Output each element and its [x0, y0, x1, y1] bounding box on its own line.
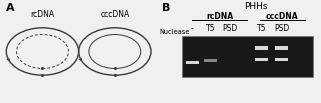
Text: cccDNA: cccDNA: [265, 12, 298, 21]
Bar: [255, 58, 268, 61]
Text: T5: T5: [206, 24, 215, 33]
Bar: [186, 61, 199, 64]
Text: rcDNA: rcDNA: [206, 12, 233, 21]
Text: rcDNA: rcDNA: [30, 10, 55, 19]
Bar: [255, 46, 268, 50]
Bar: [204, 59, 217, 62]
Text: PSD: PSD: [222, 24, 238, 33]
Text: cccDNA: cccDNA: [100, 10, 129, 19]
Bar: [275, 46, 288, 50]
Text: T5: T5: [256, 24, 266, 33]
Text: B: B: [162, 3, 170, 13]
Text: -: -: [191, 24, 194, 33]
Text: Nuclease: Nuclease: [159, 29, 189, 35]
Bar: [275, 58, 288, 61]
Text: A: A: [6, 3, 15, 13]
Text: PHHs: PHHs: [244, 2, 267, 11]
Text: PSD: PSD: [274, 24, 289, 33]
Bar: [182, 36, 313, 77]
